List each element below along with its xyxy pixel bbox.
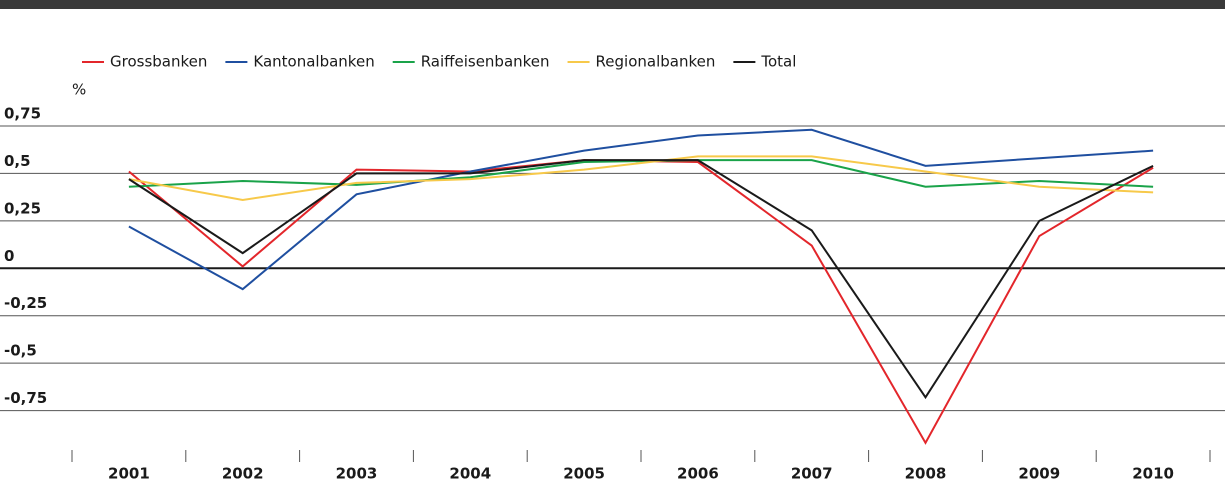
y-tick-label: -0,5 [4,342,37,360]
x-tick-label: 2002 [222,465,264,483]
y-tick-label: -0,75 [4,389,47,407]
y-tick-label: 0,75 [4,105,41,123]
legend-label: Regionalbanken [596,53,716,71]
y-tick-label: 0 [4,247,14,265]
x-tick-label: 2008 [905,465,947,483]
series-line [128,159,1154,400]
y-tick-label: -0,25 [4,294,47,312]
y-tick-label: 0,5 [4,152,31,170]
legend-label: Grossbanken [110,53,207,71]
y-tick-label: 0,25 [4,199,41,217]
header-bar [0,0,1225,9]
legend-label: Raiffeisenbanken [421,53,550,71]
x-tick-label: 2010 [1132,465,1174,483]
series-line [128,155,1154,202]
x-tick-label: 2009 [1018,465,1060,483]
x-tick-label: 2004 [449,465,491,483]
x-tick-label: 2005 [563,465,605,483]
legend-label: Kantonalbanken [253,53,374,71]
y-axis-label: % [72,81,86,99]
x-tick-label: 2006 [677,465,719,483]
x-tick-label: 2003 [336,465,378,483]
series-line [128,128,1154,291]
series-line [128,159,1154,445]
x-tick-label: 2001 [108,465,150,483]
legend-label: Total [760,53,796,71]
x-tick-label: 2007 [791,465,833,483]
